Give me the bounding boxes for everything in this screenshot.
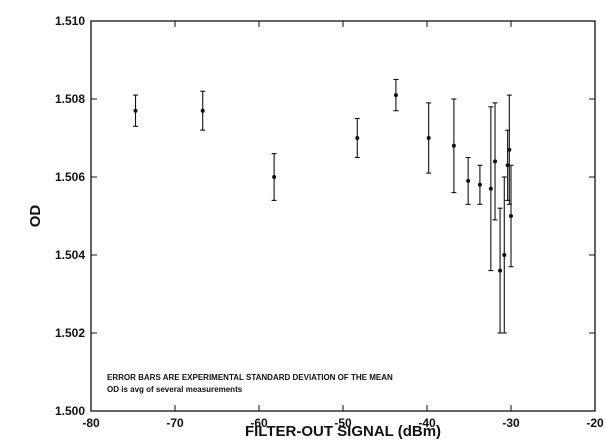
point-marker: [502, 253, 507, 257]
data-series: [133, 78, 514, 334]
data-point: [200, 90, 206, 131]
data-point: [133, 94, 139, 127]
point-marker: [509, 214, 513, 218]
point-marker: [505, 163, 510, 168]
annotation-line-1: ERROR BARS ARE EXPERIMENTAL STANDARD DEV…: [107, 373, 393, 382]
annotation-line-2: OD is avg of several measurements: [107, 385, 243, 394]
x-axis-title: FILTER-OUT SIGNAL (dBm): [245, 423, 441, 440]
y-tick-label: 1.510: [55, 14, 85, 28]
point-marker: [393, 93, 398, 98]
x-tick-label: -40: [418, 416, 436, 430]
point-marker: [272, 175, 277, 179]
x-tick-label: -60: [250, 416, 268, 430]
y-tick-label: 1.504: [55, 248, 85, 262]
data-point: [426, 102, 432, 174]
x-tick-label: -80: [82, 416, 100, 430]
data-point: [354, 117, 360, 159]
data-point: [477, 164, 483, 205]
data-point: [393, 78, 399, 112]
y-tick-label: 1.500: [55, 404, 85, 418]
y-axis-title: OD: [27, 205, 44, 228]
data-point: [271, 153, 277, 201]
y-axis-ticks: 1.500 1.502 1.504 1.506 1.508 1.510: [55, 14, 595, 418]
x-axis-ticks: -80 -70 -60 -50 -40 -30 -20: [82, 21, 604, 430]
point-marker: [133, 108, 138, 113]
point-marker: [426, 136, 431, 140]
data-point: [451, 98, 457, 194]
point-marker: [493, 159, 498, 164]
point-marker: [488, 186, 493, 191]
data-point: [501, 176, 507, 334]
data-point: [465, 156, 471, 205]
data-point: [497, 207, 503, 334]
point-marker: [355, 136, 360, 140]
point-marker: [498, 268, 503, 273]
point-marker: [507, 147, 512, 152]
point-marker: [451, 143, 456, 148]
point-marker: [477, 182, 482, 187]
data-point: [508, 164, 514, 268]
x-tick-label: -20: [586, 416, 604, 430]
x-tick-label: -30: [502, 416, 520, 430]
data-point: [492, 102, 498, 221]
data-point: [488, 106, 494, 272]
point-marker: [466, 178, 471, 183]
x-tick-label: -50: [334, 416, 352, 430]
point-marker: [200, 108, 205, 113]
x-tick-label: -70: [166, 416, 184, 430]
y-tick-label: 1.502: [55, 326, 85, 340]
plot-frame: [90, 20, 596, 412]
y-tick-label: 1.508: [55, 92, 85, 106]
y-tick-label: 1.506: [55, 170, 85, 184]
